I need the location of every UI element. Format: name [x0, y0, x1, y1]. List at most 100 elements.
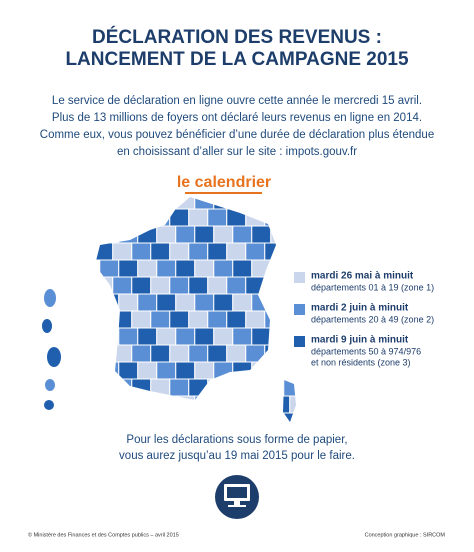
department [207, 310, 228, 329]
department [169, 412, 190, 422]
department [156, 395, 177, 414]
department [188, 344, 209, 363]
department [232, 361, 253, 380]
department [213, 395, 234, 414]
department [137, 197, 158, 210]
department [251, 259, 272, 278]
department [95, 276, 114, 295]
department [95, 242, 114, 261]
department [137, 327, 158, 346]
department [169, 310, 190, 329]
department [137, 293, 158, 312]
department [118, 361, 139, 380]
department [131, 310, 152, 329]
department [283, 208, 296, 227]
department [99, 327, 120, 346]
overseas [42, 289, 61, 410]
department [245, 412, 266, 422]
department [245, 310, 266, 329]
paper-line: vous aurez jusqu’au 19 mai 2015 pour le … [119, 450, 355, 462]
department [207, 412, 228, 422]
department [213, 327, 234, 346]
department [207, 242, 228, 261]
department [213, 225, 234, 244]
department [207, 378, 228, 397]
department [95, 344, 114, 363]
department [137, 395, 158, 414]
department [194, 225, 215, 244]
department [175, 225, 196, 244]
department [251, 225, 272, 244]
department [283, 242, 296, 261]
france-map [95, 197, 296, 422]
department [95, 310, 114, 329]
department [156, 259, 177, 278]
department [226, 310, 247, 329]
department [289, 395, 296, 414]
department [232, 225, 253, 244]
department [194, 327, 215, 346]
department [245, 276, 266, 295]
legend-detail: départements 50 à 974/976 [311, 346, 421, 356]
legend-detail: départements 20 à 49 (zone 2) [311, 314, 434, 324]
intro-line: en choisissant d’aller sur le site : imp… [117, 146, 357, 158]
department [289, 225, 296, 244]
department [112, 276, 133, 295]
department [150, 344, 171, 363]
department [245, 208, 266, 227]
department [232, 395, 253, 414]
department [99, 361, 120, 380]
department [289, 361, 296, 380]
department [99, 197, 120, 210]
department [232, 293, 253, 312]
footer-right: Conception graphique : SIRCOM [365, 532, 446, 538]
department [175, 197, 196, 210]
department [207, 276, 228, 295]
department [251, 395, 272, 414]
department [131, 378, 152, 397]
department [95, 208, 114, 227]
department [264, 242, 285, 261]
calendar-heading: le calendrier [177, 174, 271, 191]
department [131, 276, 152, 295]
intro-line: Comme eux, vous pouvez bénéficier d’une … [40, 129, 434, 141]
department [251, 197, 272, 210]
title-line: LANCEMENT DE LA CAMPAGNE 2015 [65, 49, 409, 70]
department [169, 378, 190, 397]
department [112, 242, 133, 261]
department [213, 293, 234, 312]
department [118, 293, 139, 312]
department [213, 361, 234, 380]
department [150, 276, 171, 295]
legend-detail: et non résidents (zone 3) [311, 357, 411, 367]
legend-swatch [294, 272, 305, 283]
department [131, 344, 152, 363]
department [118, 197, 139, 210]
department [194, 293, 215, 312]
department [213, 259, 234, 278]
legend-swatch [294, 304, 305, 315]
department [194, 395, 215, 414]
legend-swatch [294, 336, 305, 347]
paper-line: Pour les déclarations sous forme de papi… [126, 434, 347, 446]
department [175, 293, 196, 312]
department [251, 361, 272, 380]
department [264, 208, 285, 227]
department [112, 344, 133, 363]
department [188, 208, 209, 227]
department [270, 361, 291, 380]
department [226, 378, 247, 397]
department [270, 259, 291, 278]
department [175, 259, 196, 278]
department [226, 208, 247, 227]
department [188, 378, 209, 397]
department [207, 344, 228, 363]
department [264, 378, 285, 397]
department [156, 327, 177, 346]
department [150, 412, 171, 422]
department [137, 361, 158, 380]
department [131, 242, 152, 261]
department [112, 378, 133, 397]
department [169, 242, 190, 261]
intro-line: Plus de 13 millions de foyers ont déclar… [52, 112, 422, 124]
